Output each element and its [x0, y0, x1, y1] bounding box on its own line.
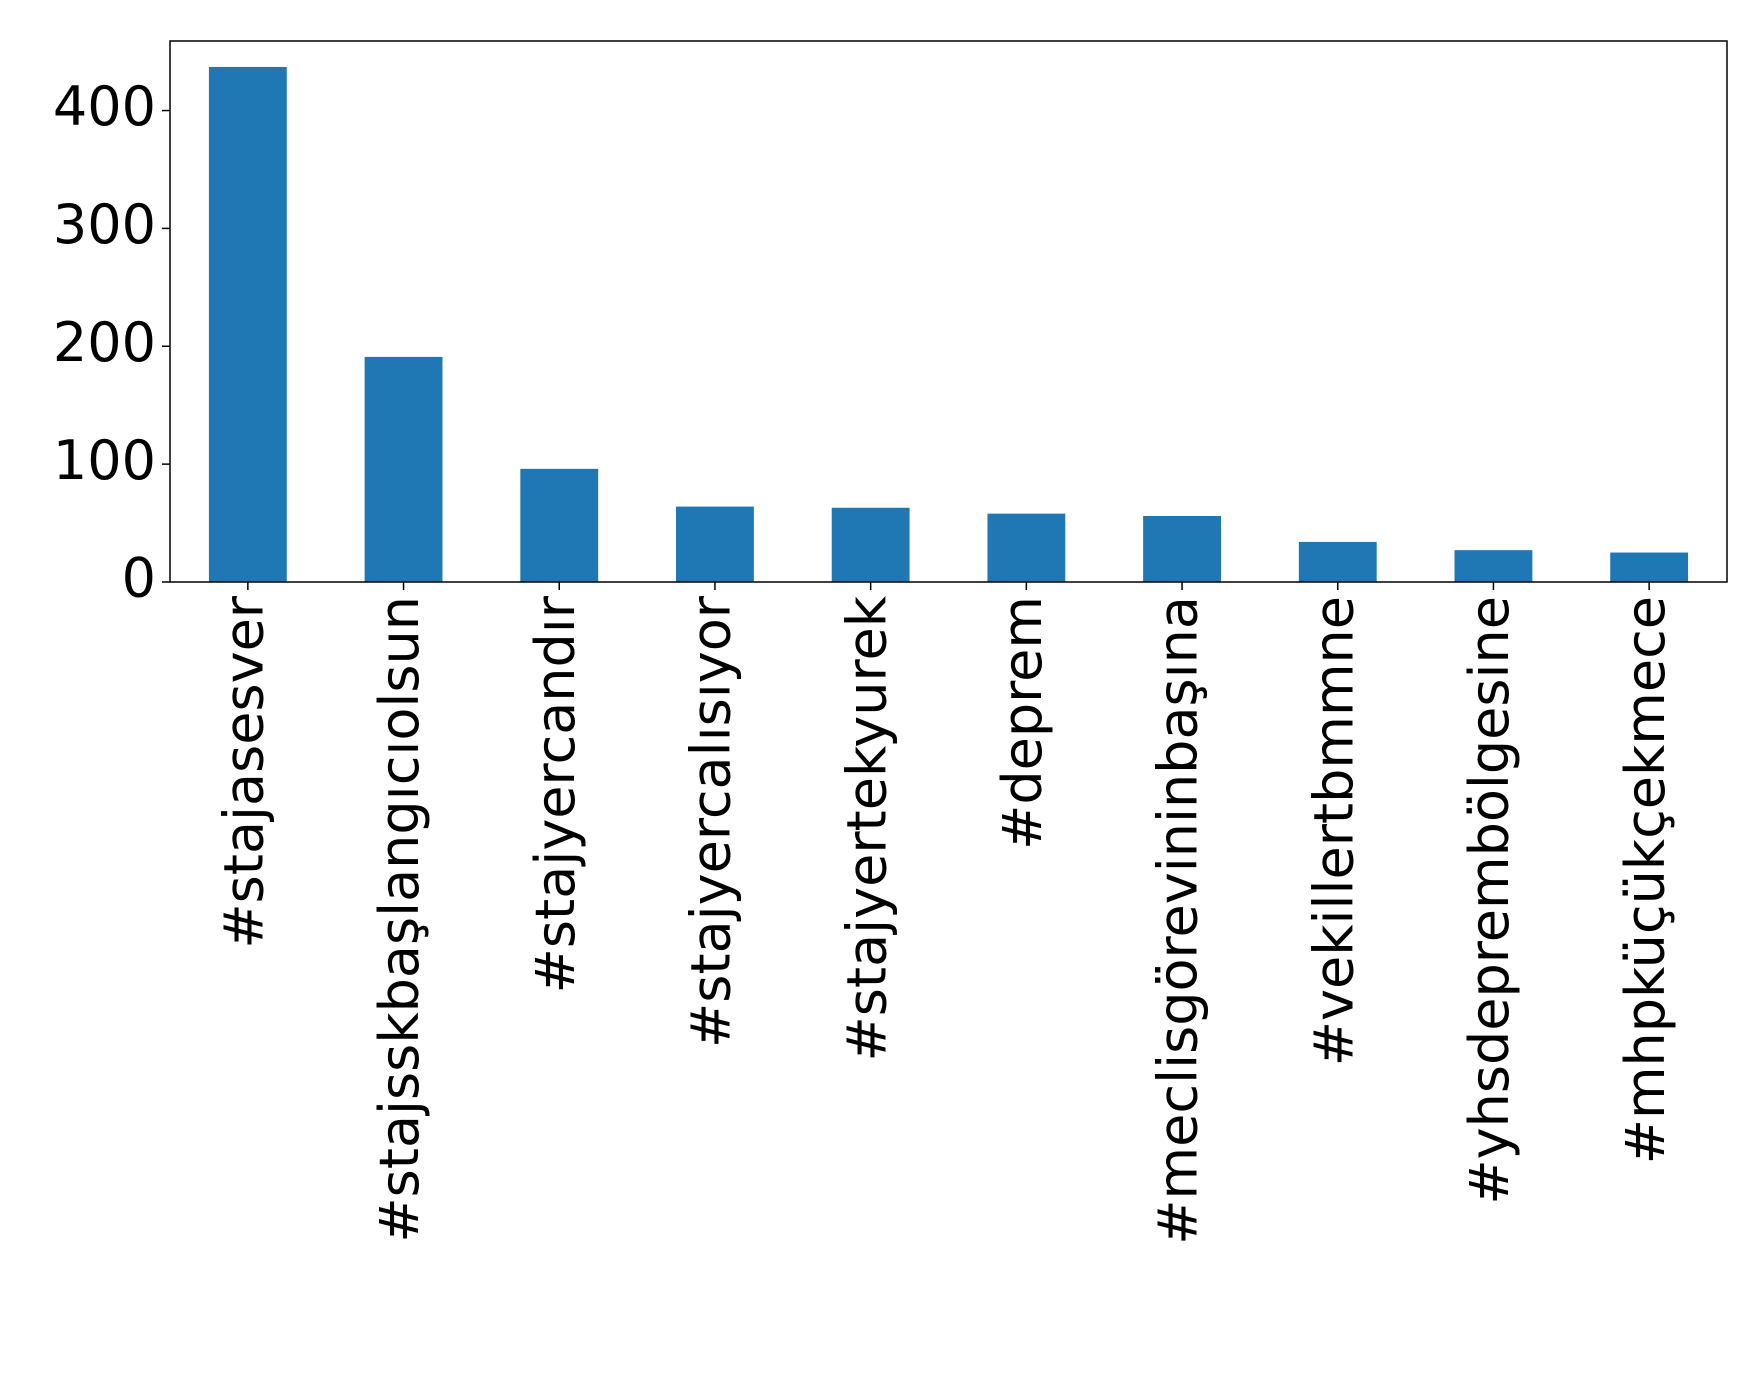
x-tick-label: #stajyercandır — [524, 595, 587, 993]
y-tick-label: 100 — [53, 429, 156, 492]
x-tick-label: #vekillertbmmne — [1302, 596, 1365, 1066]
x-tick-label: #deprem — [991, 596, 1054, 850]
x-tick-label: #stajyercalısıyor — [680, 595, 743, 1048]
bar — [676, 506, 754, 582]
y-tick-label: 400 — [53, 75, 156, 138]
bar — [1143, 515, 1221, 582]
bar — [987, 513, 1066, 582]
x-tick-label: #mhpküçükçekmece — [1614, 596, 1677, 1164]
bar — [1610, 552, 1689, 582]
y-tick-label: 300 — [53, 193, 156, 256]
x-tick-label: #stajasesver — [212, 595, 275, 948]
bar — [1298, 541, 1377, 582]
bar — [364, 356, 443, 582]
bar — [520, 468, 599, 582]
plot-frame — [169, 40, 1728, 583]
y-tick-label: 200 — [53, 311, 156, 374]
bar — [831, 507, 910, 582]
bar — [208, 66, 287, 582]
bar — [1454, 550, 1533, 582]
x-tick-label: #yhsdeprembölgesine — [1458, 596, 1521, 1205]
y-tick-label: 0 — [122, 547, 156, 610]
x-tick-label: #stajsskbaşlangıcıolsun — [368, 596, 431, 1243]
x-tick-label: #meclisgörevininbaşına — [1147, 596, 1210, 1245]
x-tick-label: #stajyertekyurek — [835, 595, 898, 1061]
